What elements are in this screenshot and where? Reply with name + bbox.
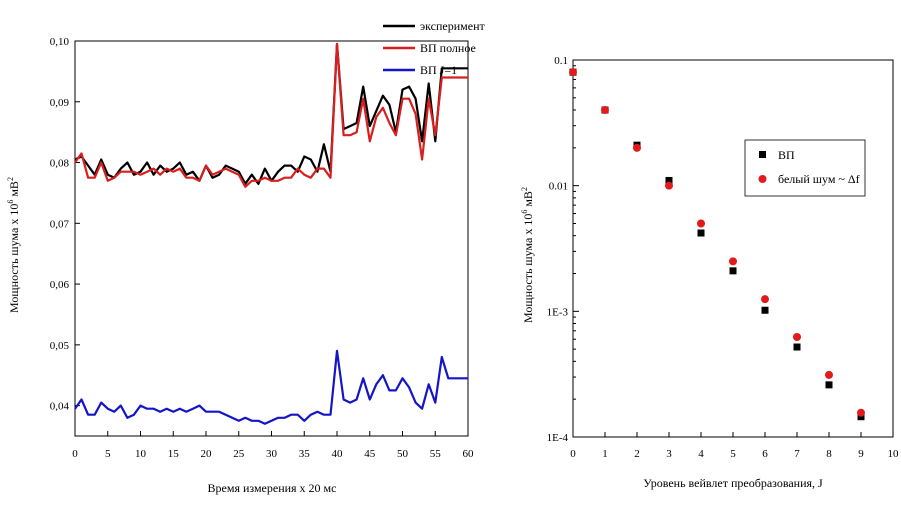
left-x-tick-label: 60 — [463, 448, 475, 460]
legend-marker-white-noise — [758, 175, 767, 183]
vp-point — [665, 176, 673, 184]
white-noise-point — [825, 370, 833, 379]
left-series-group — [74, 42, 468, 425]
left-x-tick-label: 5 — [105, 448, 111, 460]
left-legend: эксперимент ВП полное ВП J=1 — [383, 19, 486, 77]
legend-label-vp-j1: ВП J=1 — [420, 63, 457, 77]
right-x-axis-title: Уровень вейвлет преобразования, J — [643, 476, 823, 490]
vp-point — [793, 343, 801, 351]
left-x-tick-label: 15 — [168, 448, 180, 460]
left-y-tick-label: 0,04 — [50, 401, 70, 413]
left-x-tick-label: 10 — [135, 448, 147, 460]
left-series-line-1 — [74, 42, 468, 185]
vp-point — [729, 267, 737, 275]
white-noise-point — [665, 181, 673, 190]
right-x-tick-label: 6 — [762, 448, 768, 460]
white-noise-point — [569, 68, 577, 77]
left-y-tick-label: 0,08 — [50, 158, 70, 170]
white-noise-point — [793, 332, 801, 341]
legend-label-white-noise: белый шум ~ Δf — [778, 172, 860, 186]
left-x-tick-label: 30 — [266, 448, 278, 460]
right-y-ticks: 1E-4 1E-3 0.01 0.1 — [547, 55, 579, 444]
right-x-tick-label: 9 — [858, 448, 864, 460]
left-series-line-2 — [74, 42, 468, 188]
right-series-group — [569, 68, 865, 421]
left-y-ticks: 0,04 0,05 0,06 0,07 0,08 0,09 0,10 — [50, 36, 80, 413]
left-y-tick-label: 0,07 — [50, 218, 70, 230]
left-y-axis-title: Мощность шума х 106 мВ2 — [6, 177, 21, 313]
right-y-axis-title: Мощность шума х 106 мВ2 — [520, 187, 535, 323]
right-plot-frame — [572, 59, 894, 438]
right-x-tick-label: 1 — [602, 448, 608, 460]
white-noise-point — [729, 257, 737, 266]
legend-label-experiment: эксперимент — [420, 19, 486, 33]
vp-point — [697, 229, 705, 237]
left-x-tick-label: 0 — [72, 448, 78, 460]
right-x-tick-label: 5 — [730, 448, 736, 460]
left-x-tick-label: 55 — [430, 448, 442, 460]
right-chart: 0 1 2 3 4 5 6 7 8 9 10 1E-4 1E-3 0.01 0.1 Уровень вей… — [520, 55, 899, 490]
left-x-axis-title: Время измерения х 20 мс — [208, 481, 337, 495]
right-y-tick-label: 1E-4 — [547, 432, 569, 444]
white-noise-point — [761, 295, 769, 304]
right-y-tick-label: 0.01 — [549, 181, 568, 193]
vp-point — [761, 306, 769, 314]
legend-box — [744, 139, 866, 197]
right-y-tick-label: 0.1 — [554, 55, 568, 67]
left-x-tick-label: 20 — [201, 448, 213, 460]
right-x-tick-label: 4 — [698, 448, 704, 460]
right-x-tick-label: 3 — [666, 448, 672, 460]
left-x-tick-label: 40 — [332, 448, 344, 460]
right-x-tick-label: 7 — [794, 448, 800, 460]
right-x-tick-label: 2 — [634, 448, 640, 460]
legend-label-vp-full: ВП полное — [420, 41, 476, 55]
left-y-tick-label: 0,09 — [50, 97, 70, 109]
white-noise-point — [601, 106, 609, 115]
left-y-tick-label: 0,06 — [50, 279, 70, 291]
left-x-tick-label: 25 — [233, 448, 245, 460]
left-y-tick-label: 0,05 — [50, 340, 70, 352]
left-x-tick-label: 45 — [364, 448, 376, 460]
left-x-ticks: 0 5 10 15 20 25 30 35 40 45 50 55 60 — [72, 431, 474, 460]
right-legend: ВП белый шум ~ Δf — [744, 139, 866, 197]
right-x-ticks: 0 1 2 3 4 5 6 7 8 9 10 — [570, 432, 899, 460]
right-x-tick-label: 10 — [888, 448, 900, 460]
legend-marker-vp — [759, 151, 766, 158]
white-noise-point — [697, 219, 705, 228]
legend-label-vp: ВП — [778, 148, 795, 162]
left-x-tick-label: 50 — [397, 448, 409, 460]
white-noise-point — [633, 143, 641, 152]
right-y-tick-label: 1E-3 — [547, 306, 569, 318]
white-noise-point — [857, 408, 865, 417]
right-x-tick-label: 8 — [826, 448, 832, 460]
vp-point — [825, 381, 833, 389]
left-x-tick-label: 35 — [299, 448, 311, 460]
left-chart: 0 5 10 15 20 25 30 35 40 45 50 55 60 0,040,050,060,0… — [6, 19, 486, 495]
left-series-line-3 — [74, 349, 468, 425]
right-x-tick-label: 0 — [570, 448, 576, 460]
left-y-tick-label: 0,10 — [50, 36, 70, 48]
